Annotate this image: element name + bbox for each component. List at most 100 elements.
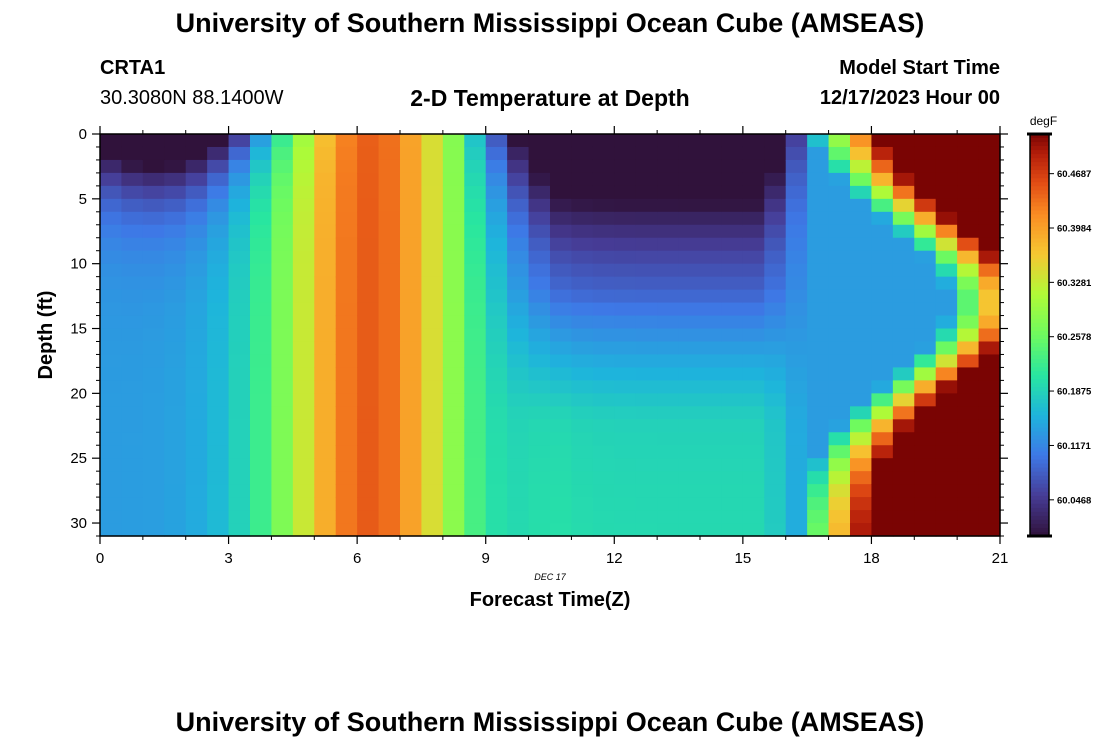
heatmap-cell (892, 250, 915, 265)
heatmap-cell (207, 380, 230, 394)
heatmap-cell (957, 276, 980, 291)
heatmap-cell (828, 134, 851, 148)
heatmap-cell (528, 172, 551, 187)
heatmap-cell (335, 354, 358, 369)
heatmap-cell (700, 302, 723, 317)
heatmap-cell (635, 484, 658, 498)
colorbar-segment (1030, 198, 1049, 203)
heatmap-cell (485, 289, 508, 304)
heatmap-cell (400, 497, 423, 511)
heatmap-cell (400, 198, 423, 213)
heatmap-cell (528, 458, 551, 472)
heatmap-cell (121, 341, 144, 356)
colorbar-segment (1030, 499, 1049, 505)
heatmap-cell (292, 341, 315, 356)
heatmap-cell (185, 185, 208, 200)
heatmap-cell (400, 146, 423, 161)
heatmap-cell (871, 211, 894, 226)
heatmap-cell (978, 224, 1001, 239)
heatmap-cell (250, 134, 273, 148)
heatmap-cell (550, 432, 573, 446)
heatmap-cell (400, 211, 423, 226)
heatmap-cell (528, 432, 551, 446)
heatmap-cell (550, 354, 573, 369)
heatmap-cell (721, 471, 744, 485)
heatmap-cell (207, 471, 230, 485)
heatmap-cell (828, 237, 851, 252)
heatmap-cell (742, 315, 765, 330)
heatmap-cell (421, 393, 444, 407)
heatmap-cell (485, 172, 508, 187)
heatmap-cell (400, 380, 423, 394)
heatmap-cell (421, 302, 444, 317)
colorbar-segment (1030, 206, 1049, 211)
heatmap-cell (764, 198, 787, 213)
heatmap-cell (185, 289, 208, 304)
heatmap-cell (550, 471, 573, 485)
heatmap-cell (442, 211, 465, 226)
heatmap-cell (700, 510, 723, 524)
heatmap-cell (721, 367, 744, 381)
heatmap-cell (914, 328, 937, 343)
heatmap-cell (785, 341, 808, 356)
heatmap-cell (678, 224, 701, 239)
heatmap-cell (635, 393, 658, 407)
heatmap-cell (914, 134, 937, 148)
heatmap-cell (314, 432, 337, 446)
heatmap-cell (892, 211, 915, 226)
plot-title: 2-D Temperature at Depth (410, 85, 690, 111)
heatmap-cell (378, 185, 401, 200)
heatmap-cell (100, 445, 123, 459)
heatmap-cell (507, 159, 530, 174)
heatmap-cell (550, 198, 573, 213)
heatmap-cell (314, 497, 337, 511)
heatmap-cell (721, 224, 744, 239)
heatmap-cell (528, 250, 551, 265)
heatmap-cell (164, 497, 187, 511)
heatmap-cell (592, 419, 615, 433)
heatmap-cell (335, 393, 358, 407)
heatmap-cell (700, 432, 723, 446)
heatmap-cell (357, 523, 380, 537)
heatmap-cell (957, 146, 980, 161)
heatmap-cell (635, 419, 658, 433)
heatmap-cell (357, 250, 380, 265)
heatmap-cell (657, 380, 680, 394)
heatmap-cell (164, 146, 187, 161)
heatmap-cell (614, 172, 637, 187)
heatmap-cell (892, 315, 915, 330)
heatmap-cell (485, 458, 508, 472)
heatmap-cell (592, 224, 615, 239)
heatmap-cell (250, 445, 273, 459)
heatmap-cell (250, 263, 273, 278)
heatmap-cell (250, 354, 273, 369)
heatmap-cell (978, 458, 1001, 472)
colorbar-segment (1030, 475, 1049, 481)
colorbar-segment (1030, 254, 1049, 260)
colorbar-segment (1030, 298, 1049, 304)
colorbar-segment (1030, 463, 1049, 469)
heatmap-cell (850, 406, 873, 420)
heatmap-cell (871, 354, 894, 369)
heatmap-cell (700, 211, 723, 226)
heatmap-cell (871, 146, 894, 161)
colorbar-segment (1030, 250, 1049, 256)
heatmap-cell (614, 510, 637, 524)
colorbar-tick-label: 60.1171 (1057, 441, 1092, 452)
heatmap-cell (807, 276, 830, 291)
heatmap-cell (828, 146, 851, 161)
heatmap-cell (357, 419, 380, 433)
heatmap-cell (678, 198, 701, 213)
heatmap-cell (592, 289, 615, 304)
heatmap-cell (421, 497, 444, 511)
heatmap-cell (721, 406, 744, 420)
heatmap-cell (100, 354, 123, 369)
heatmap-cell (850, 484, 873, 498)
heatmap-cell (785, 263, 808, 278)
x-tick-label: 6 (353, 550, 361, 567)
heatmap-cell (100, 458, 123, 472)
heatmap-cell (271, 484, 294, 498)
heatmap-cell (314, 523, 337, 537)
heatmap-cell (271, 315, 294, 330)
colorbar-segment (1030, 511, 1049, 517)
